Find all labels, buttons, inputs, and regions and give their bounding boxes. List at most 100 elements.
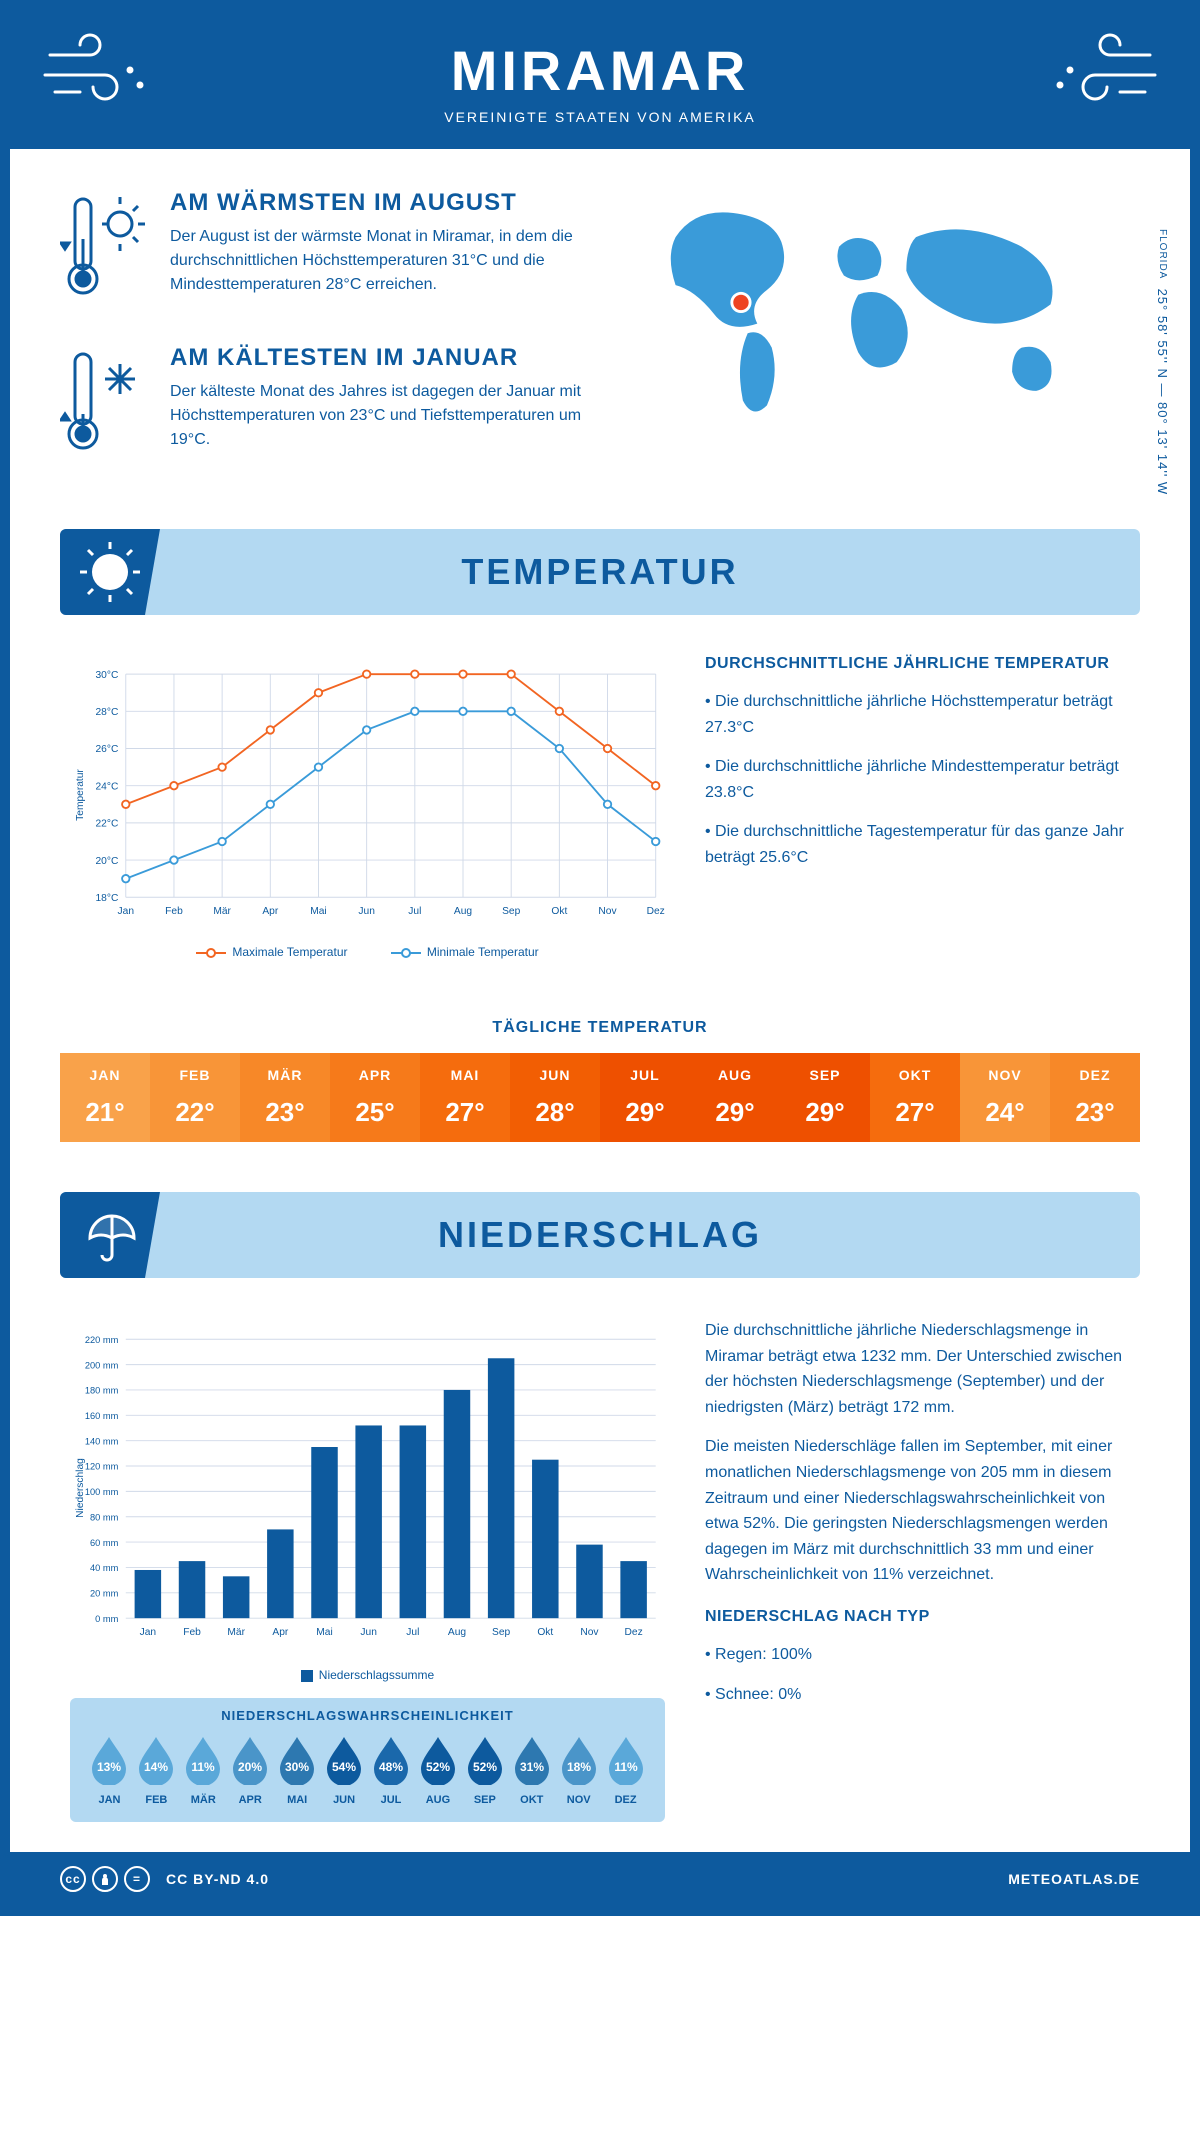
- svg-text:30%: 30%: [285, 1760, 309, 1774]
- svg-text:Aug: Aug: [454, 906, 472, 917]
- svg-text:80 mm: 80 mm: [90, 1512, 119, 1522]
- by-icon: [92, 1866, 118, 1892]
- svg-text:52%: 52%: [473, 1760, 497, 1774]
- footer: cc = CC BY-ND 4.0 METEOATLAS.DE: [10, 1852, 1190, 1906]
- temperature-heading: TEMPERATUR: [60, 551, 1140, 593]
- precip-type-heading: NIEDERSCHLAG NACH TYP: [705, 1608, 1130, 1626]
- coldest-block: AM KÄLTESTEN IM JANUAR Der kälteste Mona…: [60, 344, 585, 469]
- svg-text:180 mm: 180 mm: [85, 1386, 119, 1396]
- temp-cell: JUN28°: [510, 1053, 600, 1142]
- cc-icon: cc: [60, 1866, 86, 1892]
- svg-text:Mär: Mär: [213, 906, 231, 917]
- precipitation-probability-box: NIEDERSCHLAGSWAHRSCHEINLICHKEIT 13%JAN14…: [70, 1698, 665, 1822]
- svg-text:18°C: 18°C: [96, 893, 119, 904]
- svg-text:Jul: Jul: [406, 1627, 419, 1638]
- probability-drop: 31%OKT: [508, 1733, 555, 1806]
- avg-daily: • Die durchschnittliche Tagestemperatur …: [705, 819, 1130, 870]
- wind-icon: [1040, 30, 1160, 110]
- probability-drop: 52%AUG: [414, 1733, 461, 1806]
- svg-text:Jul: Jul: [408, 906, 421, 917]
- svg-text:20%: 20%: [238, 1760, 262, 1774]
- probability-drop: 11%MÄR: [180, 1733, 227, 1806]
- svg-text:20°C: 20°C: [96, 856, 119, 867]
- svg-text:220 mm: 220 mm: [85, 1335, 119, 1345]
- svg-text:140 mm: 140 mm: [85, 1436, 119, 1446]
- precip-summary-1: Die durchschnittliche jährliche Niedersc…: [705, 1318, 1130, 1420]
- svg-text:Dez: Dez: [647, 906, 665, 917]
- temp-cell: APR25°: [330, 1053, 420, 1142]
- avg-temp-heading: DURCHSCHNITTLICHE JÄHRLICHE TEMPERATUR: [705, 655, 1130, 673]
- nd-icon: =: [124, 1866, 150, 1892]
- thermometer-snow-icon: [60, 344, 150, 469]
- svg-text:Temperatur: Temperatur: [75, 769, 86, 821]
- thermometer-sun-icon: [60, 189, 150, 314]
- svg-text:18%: 18%: [567, 1760, 591, 1774]
- svg-text:Jan: Jan: [118, 906, 135, 917]
- bar-legend: Niederschlagssumme: [70, 1668, 665, 1682]
- svg-text:11%: 11%: [614, 1760, 638, 1774]
- svg-text:Aug: Aug: [448, 1627, 466, 1638]
- temp-cell: OKT27°: [870, 1053, 960, 1142]
- precip-snow: • Schnee: 0%: [705, 1682, 1130, 1708]
- avg-high: • Die durchschnittliche jährliche Höchst…: [705, 689, 1130, 740]
- svg-text:Okt: Okt: [537, 1627, 553, 1638]
- precip-summary-2: Die meisten Niederschläge fallen im Sept…: [705, 1434, 1130, 1588]
- license-block: cc = CC BY-ND 4.0: [60, 1866, 269, 1892]
- daily-temperature-strip: JAN21°FEB22°MÄR23°APR25°MAI27°JUN28°JUL2…: [60, 1053, 1140, 1142]
- temp-cell: JUL29°: [600, 1053, 690, 1142]
- svg-text:Apr: Apr: [262, 906, 278, 917]
- probability-drop: 14%FEB: [133, 1733, 180, 1806]
- probability-drop: 18%NOV: [555, 1733, 602, 1806]
- svg-text:48%: 48%: [379, 1760, 403, 1774]
- country-subtitle: VEREINIGTE STAATEN VON AMERIKA: [10, 109, 1190, 125]
- probability-drop: 54%JUN: [321, 1733, 368, 1806]
- coordinates: FLORIDA 25° 58' 55'' N — 80° 13' 14'' W: [1155, 229, 1170, 495]
- svg-text:Nov: Nov: [580, 1627, 599, 1638]
- coldest-heading: AM KÄLTESTEN IM JANUAR: [170, 344, 585, 372]
- warmest-block: AM WÄRMSTEN IM AUGUST Der August ist der…: [60, 189, 585, 314]
- temp-cell: JAN21°: [60, 1053, 150, 1142]
- temp-cell: NOV24°: [960, 1053, 1050, 1142]
- svg-text:Jan: Jan: [140, 1627, 157, 1638]
- svg-text:Niederschlag: Niederschlag: [75, 1458, 86, 1518]
- precipitation-heading: NIEDERSCHLAG: [60, 1214, 1140, 1256]
- chart-legend: Maximale Temperatur Minimale Temperatur: [70, 945, 665, 959]
- svg-text:24°C: 24°C: [96, 781, 119, 792]
- svg-text:31%: 31%: [520, 1760, 544, 1774]
- svg-text:0 mm: 0 mm: [95, 1614, 118, 1624]
- temp-cell: DEZ23°: [1050, 1053, 1140, 1142]
- svg-text:100 mm: 100 mm: [85, 1487, 119, 1497]
- avg-low: • Die durchschnittliche jährliche Mindes…: [705, 754, 1130, 805]
- svg-text:13%: 13%: [97, 1760, 121, 1774]
- precip-rain: • Regen: 100%: [705, 1642, 1130, 1668]
- coldest-text: Der kälteste Monat des Jahres ist dagege…: [170, 380, 585, 452]
- svg-text:11%: 11%: [192, 1760, 216, 1774]
- probability-drop: 20%APR: [227, 1733, 274, 1806]
- precipitation-banner: NIEDERSCHLAG: [60, 1192, 1140, 1278]
- temp-cell: MÄR23°: [240, 1053, 330, 1142]
- svg-text:26°C: 26°C: [96, 744, 119, 755]
- svg-text:160 mm: 160 mm: [85, 1411, 119, 1421]
- probability-drop: 11%DEZ: [602, 1733, 649, 1806]
- svg-text:54%: 54%: [332, 1760, 356, 1774]
- city-title: MIRAMAR: [10, 38, 1190, 103]
- svg-text:Feb: Feb: [183, 1627, 201, 1638]
- temp-cell: AUG29°: [690, 1053, 780, 1142]
- temperature-banner: TEMPERATUR: [60, 529, 1140, 615]
- site-name: METEOATLAS.DE: [1008, 1871, 1140, 1887]
- umbrella-icon: [60, 1192, 160, 1278]
- temp-cell: MAI27°: [420, 1053, 510, 1142]
- svg-text:120 mm: 120 mm: [85, 1462, 119, 1472]
- svg-text:20 mm: 20 mm: [90, 1589, 119, 1599]
- svg-text:30°C: 30°C: [96, 670, 119, 681]
- svg-text:Sep: Sep: [492, 1627, 510, 1638]
- probability-drop: 30%MAI: [274, 1733, 321, 1806]
- svg-text:Jun: Jun: [358, 906, 375, 917]
- warmest-text: Der August ist der wärmste Monat in Mira…: [170, 225, 585, 297]
- svg-text:28°C: 28°C: [96, 707, 119, 718]
- probability-drop: 13%JAN: [86, 1733, 133, 1806]
- temp-cell: FEB22°: [150, 1053, 240, 1142]
- svg-text:200 mm: 200 mm: [85, 1360, 119, 1370]
- svg-text:40 mm: 40 mm: [90, 1563, 119, 1573]
- wind-icon: [40, 30, 160, 110]
